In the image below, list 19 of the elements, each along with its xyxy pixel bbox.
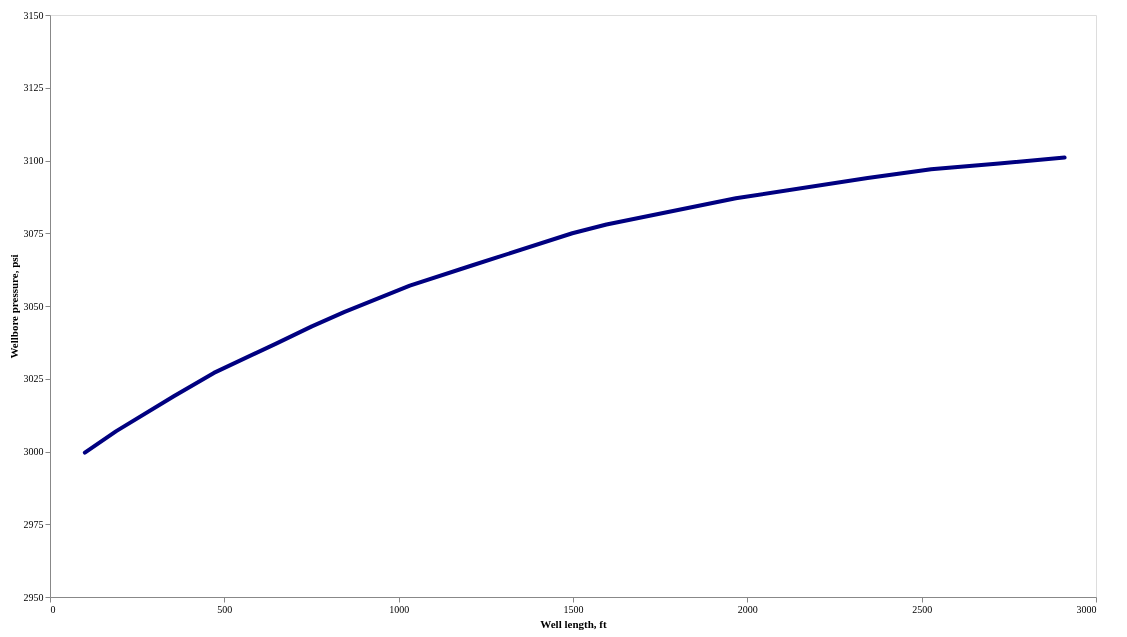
y-tick-label: 3075	[23, 227, 44, 239]
y-tick-label: 3025	[23, 373, 44, 385]
y-axis-title: Wellbore pressure, psi	[7, 254, 20, 359]
x-tick-label: 1000	[389, 603, 410, 615]
y-tick-label: 3100	[23, 155, 44, 166]
x-tick-label: 3000	[1076, 603, 1097, 615]
x-tick-label: 500	[217, 603, 233, 615]
line-series	[82, 155, 1067, 455]
y-tick-label: 3050	[23, 300, 44, 312]
x-tick-label: 1500	[563, 603, 584, 615]
y-tick-label: 3150	[23, 9, 44, 21]
y-tick-label: 2950	[23, 591, 44, 603]
x-tick-label: 2500	[912, 603, 933, 615]
y-tick-label: 3000	[23, 446, 44, 457]
x-tick-label: 2000	[737, 603, 758, 615]
y-tick-label: 3125	[23, 82, 44, 94]
y-tick-label: 2975	[23, 518, 44, 530]
x-tick-label: 0	[50, 603, 56, 615]
x-axis-title: Well length, ft	[540, 617, 607, 630]
